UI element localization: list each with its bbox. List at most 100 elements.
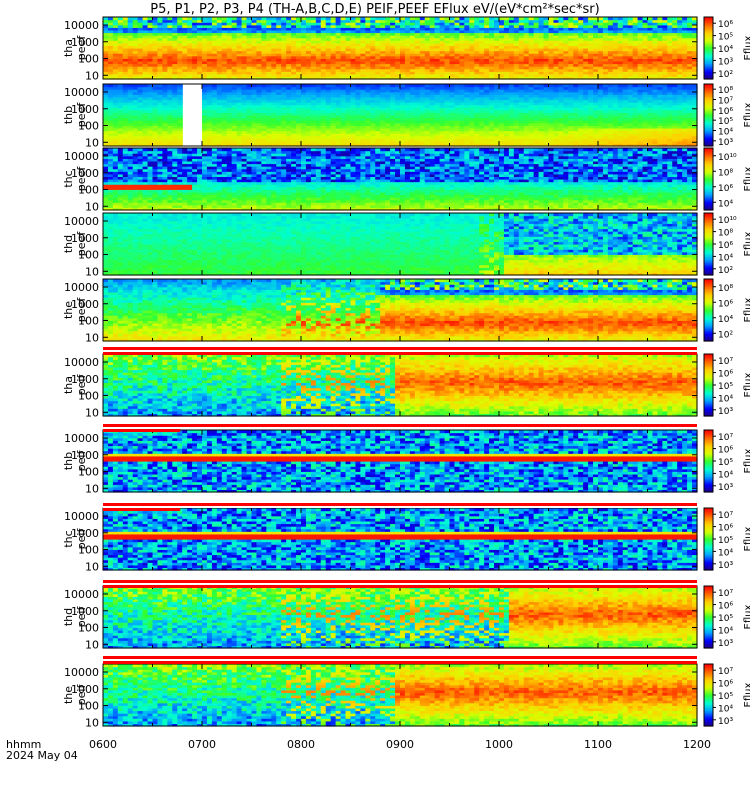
spectrogram-cell [301, 17, 307, 21]
spectrogram-cell [226, 35, 233, 39]
spectrogram-cell [499, 35, 505, 39]
spectrogram-cell [602, 29, 609, 34]
spectrogram-cell [221, 32, 228, 36]
spectrogram-cell [187, 19, 193, 23]
spectrogram-cell [528, 53, 535, 57]
spectrogram-cell [276, 66, 282, 70]
spectrogram-cell [568, 32, 574, 36]
spectrogram-cell [320, 53, 327, 57]
spectrogram-cell [533, 17, 540, 21]
spectrogram-cell [528, 45, 535, 49]
spectrogram-cell [494, 53, 500, 57]
spectrogram-cell [182, 24, 188, 28]
spectrogram-cell [310, 76, 317, 80]
spectrogram-cell [637, 53, 644, 57]
spectrogram-cell [642, 29, 649, 34]
spectrogram-cell [211, 22, 218, 26]
spectrogram-cell [216, 50, 223, 54]
spectrogram-cell [682, 71, 688, 75]
spectrogram-cell [231, 45, 238, 49]
spectrogram-cell [682, 17, 688, 21]
spectrogram-cell [583, 35, 589, 39]
spectrogram-cell [301, 50, 307, 54]
spectrogram-cell [335, 32, 342, 36]
spectrogram-cell [419, 50, 426, 54]
spectrogram-cell [464, 42, 470, 47]
spectrogram-cell [231, 24, 238, 28]
spectrogram-cell [315, 42, 322, 47]
spectrogram-cell [127, 76, 134, 80]
spectrogram-cell [657, 35, 663, 39]
spectrogram-cell [197, 50, 203, 54]
spectrogram-cell [127, 63, 134, 67]
spectrogram-cell [157, 60, 163, 65]
spectrogram-cell [439, 48, 446, 52]
spectrogram-cell [652, 17, 658, 21]
spectrogram-cell [192, 40, 198, 44]
spectrogram-cell [360, 63, 366, 67]
spectrogram-cell [375, 24, 381, 28]
spectrogram-cell [142, 29, 149, 34]
spectrogram-cell [112, 71, 119, 75]
spectrogram-cell [251, 17, 258, 21]
spectrogram-cell [221, 50, 228, 54]
spectrogram-cell [662, 60, 668, 65]
spectrogram-cell [182, 37, 188, 41]
spectrogram-cell [117, 29, 124, 34]
spectrogram-cell [117, 55, 124, 59]
spectrogram-cell [286, 63, 292, 67]
colorbar-tick-label: 10³ [718, 57, 733, 67]
spectrogram-cell [390, 66, 396, 70]
spectrogram-cell [672, 42, 678, 47]
spectrogram-cell [518, 73, 525, 78]
spectrogram-cell [261, 68, 267, 72]
spectrogram-cell [291, 32, 297, 36]
spectrogram-cell [241, 55, 248, 59]
spectrogram-cell [103, 29, 109, 34]
spectrogram-cell [276, 73, 282, 78]
spectrogram-cell [573, 53, 579, 57]
spectrogram-cell [424, 66, 431, 70]
spectrogram-cell [499, 24, 505, 28]
spectrogram-cell [662, 58, 668, 62]
spectrogram-cell [147, 40, 154, 44]
spectrogram-cell [523, 68, 530, 72]
spectrogram-cell [216, 27, 223, 31]
spectrogram-cell [662, 32, 668, 36]
spectrogram-cell [568, 45, 574, 49]
spectrogram-cell [494, 24, 500, 28]
spectrogram-cell [350, 37, 357, 41]
spectrogram-cell [578, 71, 584, 75]
spectrogram-cell [310, 71, 317, 75]
spectrogram-cell [424, 45, 431, 49]
spectrogram-cell [137, 32, 144, 36]
spectrogram-cell [117, 45, 124, 49]
spectrogram-cell [157, 58, 163, 62]
spectrogram-cell [226, 17, 233, 21]
spectrogram-cell [682, 60, 688, 65]
spectrogram-cell [261, 48, 267, 52]
spectrogram-cell [682, 42, 688, 47]
spectrogram-cell [687, 76, 693, 80]
spectrogram-cell [365, 55, 371, 59]
spectrogram-cell [246, 58, 253, 62]
spectrogram-cell [642, 60, 649, 65]
spectrogram-cell [315, 17, 322, 21]
spectrogram-cell [419, 35, 426, 39]
spectrogram-cell [434, 71, 441, 75]
spectrogram-cell [390, 27, 396, 31]
spectrogram-cell [687, 37, 693, 41]
spectrogram-cell [157, 66, 163, 70]
spectrogram-cell [221, 27, 228, 31]
spectrogram-cell [246, 40, 253, 44]
spectrogram-cell [216, 19, 223, 23]
spectrogram-cell [167, 24, 173, 28]
spectrogram-cell [612, 48, 619, 52]
spectrogram-cell [508, 40, 515, 44]
spectrogram-cell [672, 17, 678, 21]
spectrogram-cell [677, 37, 683, 41]
spectrogram-cell [538, 55, 545, 59]
spectrogram-cell [647, 40, 654, 44]
spectrogram-cell [459, 58, 465, 62]
